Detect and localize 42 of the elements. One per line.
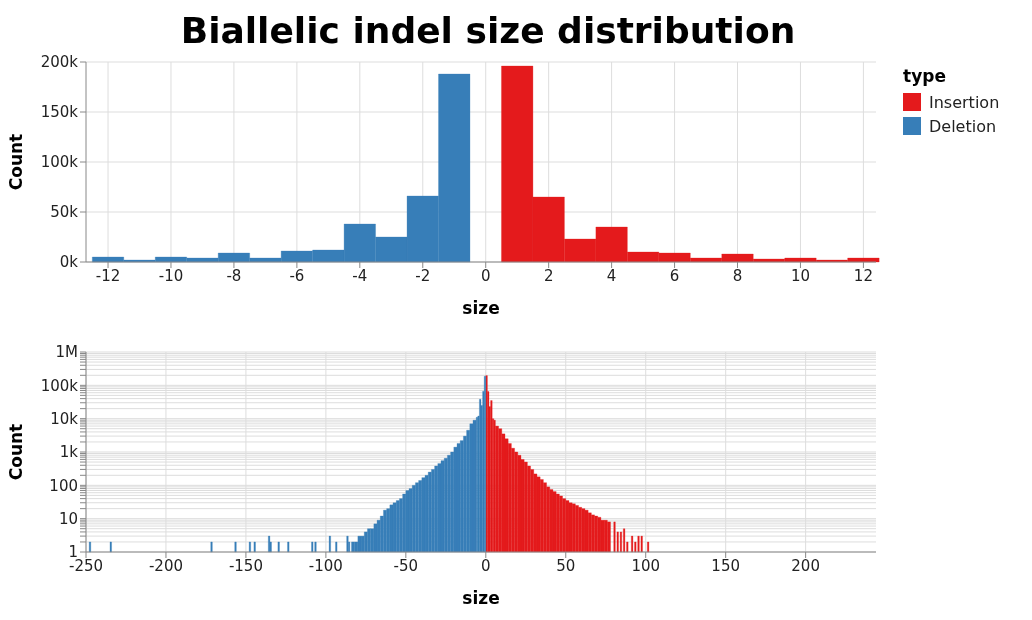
y-tick-label: 200k (40, 53, 79, 72)
y-tick-label: 100k (40, 376, 79, 395)
x-axis-title: size (462, 298, 500, 318)
x-tick-label: -50 (393, 556, 419, 575)
x-tick-label: -4 (352, 266, 368, 285)
x-tick-label: -150 (228, 556, 263, 575)
x-tick-label: -12 (95, 266, 121, 285)
x-tick-label: 150 (711, 556, 740, 575)
y-tick-label: 1M (55, 343, 78, 362)
x-tick-label: -6 (289, 266, 305, 285)
y-tick-label: 0k (59, 253, 79, 272)
x-tick-label: 100 (631, 556, 661, 575)
y-tick-label: 10k (50, 409, 79, 428)
legend-label: Insertion (928, 91, 1000, 114)
x-tick-label: 0 (481, 556, 491, 575)
x-tick-label: 8 (732, 266, 743, 285)
y-tick-label: 100k (40, 153, 79, 172)
y-tick-label: 150k (40, 103, 79, 122)
x-tick-label: -8 (226, 266, 242, 285)
x-tick-label: 50 (556, 556, 576, 575)
y-tick-label: 50k (50, 203, 79, 222)
x-tick-label: -10 (158, 266, 184, 285)
x-tick-label: -200 (148, 556, 183, 575)
x-tick-label: 10 (790, 266, 811, 285)
y-tick-label: 100 (49, 476, 78, 495)
y-axis-title: Count (6, 133, 27, 191)
x-tick-label: -100 (308, 556, 343, 575)
legend-title: type (903, 66, 947, 86)
x-tick-label: 12 (853, 266, 873, 285)
x-tick-label: -2 (415, 266, 431, 285)
x-tick-label: 6 (669, 266, 680, 285)
legend-label: Deletion (928, 115, 998, 138)
x-tick-label: 4 (606, 266, 617, 285)
chart-title: Biallelic indel size distribution (179, 9, 797, 53)
y-tick-label: 10 (58, 509, 78, 528)
y-axis-title: Count (6, 423, 27, 481)
x-tick-label: 200 (791, 556, 820, 575)
y-tick-label: 1k (59, 443, 79, 462)
x-tick-label: 0 (480, 266, 491, 285)
x-tick-label: 2 (543, 266, 554, 285)
x-axis-title: size (462, 588, 500, 608)
x-tick-label: -250 (68, 556, 104, 575)
